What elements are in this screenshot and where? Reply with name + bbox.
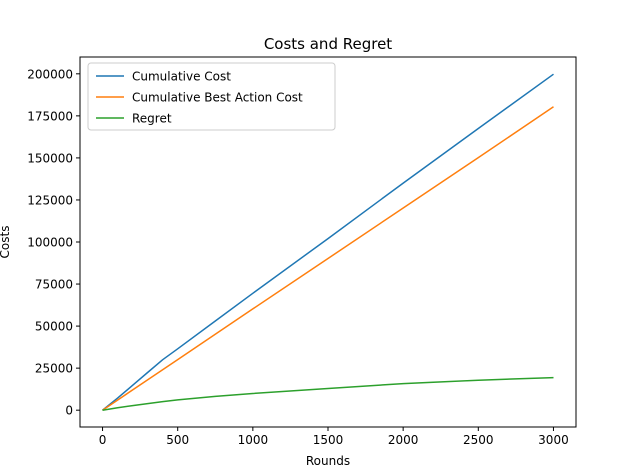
series-line-0 — [102, 73, 554, 411]
y-tick-label: 175000 — [27, 109, 73, 123]
x-tick-label: 500 — [166, 433, 189, 447]
x-tick-label: 2500 — [463, 433, 494, 447]
series-line-1 — [102, 106, 554, 411]
y-tick-label: 150000 — [27, 151, 73, 165]
chart-title: Costs and Regret — [264, 35, 392, 53]
y-tick-label: 75000 — [35, 278, 73, 292]
y-axis: 0 25000 50000 75000 100000 125000 150000 175000… — [27, 67, 80, 418]
y-tick-label: 25000 — [35, 362, 73, 376]
plot-area — [102, 73, 554, 411]
x-axis-label: Rounds — [306, 454, 350, 468]
series-line-2 — [102, 376, 554, 411]
y-tick-label: 50000 — [35, 320, 73, 334]
x-axis: 0 500 1000 1500 2000 2500 3000 — [99, 427, 569, 447]
y-tick-label: 0 — [65, 404, 73, 418]
x-tick-label: 0 — [99, 433, 107, 447]
y-tick-label: 125000 — [27, 193, 73, 207]
legend-box — [87, 62, 336, 131]
x-tick-label: 2000 — [388, 433, 419, 447]
y-axis-label: Costs — [0, 226, 12, 259]
legend-label-2: Regret — [132, 112, 172, 126]
x-tick-label: 1500 — [313, 433, 344, 447]
x-tick-label: 1000 — [238, 433, 269, 447]
legend-label-1: Cumulative Best Action Cost — [132, 91, 303, 105]
y-tick-label: 200000 — [27, 67, 73, 81]
x-tick-label: 3000 — [538, 433, 569, 447]
y-tick-label: 100000 — [27, 236, 73, 250]
legend-label-0: Cumulative Cost — [132, 70, 231, 84]
legend: Cumulative Cost Cumulative Best Action Co… — [87, 62, 336, 131]
